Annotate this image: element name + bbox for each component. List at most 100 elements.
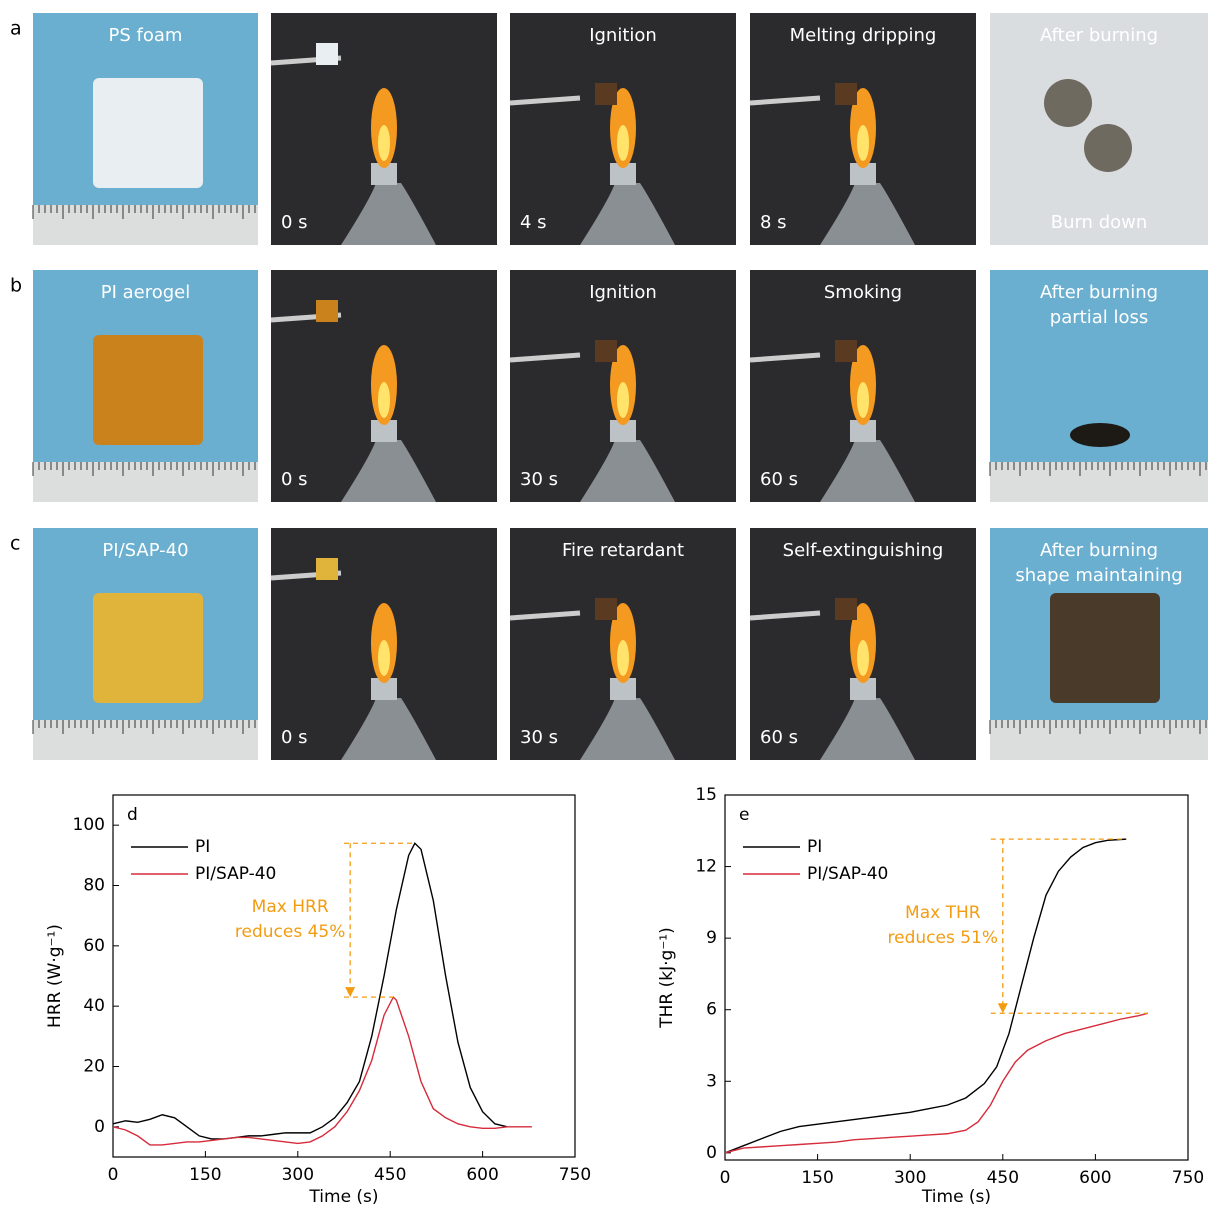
specimen: [93, 78, 203, 188]
photo-label: After burning: [1040, 282, 1158, 303]
specimen: [316, 43, 338, 65]
photo-label: 8 s: [760, 212, 787, 233]
y-tick-label: 0: [706, 1143, 717, 1163]
x-tick-label: 600: [1079, 1168, 1111, 1188]
photo-label: Self-extinguishing: [783, 540, 944, 561]
photo-label: Ignition: [589, 282, 657, 303]
y-tick-label: 12: [695, 857, 717, 877]
photo-label: PS foam: [109, 25, 183, 46]
annotation: Max HRR: [252, 897, 329, 917]
data-line: [113, 843, 507, 1139]
y-tick-label: 9: [706, 928, 717, 948]
y-tick-label: 0: [94, 1117, 105, 1137]
photo-label: Melting dripping: [790, 25, 937, 46]
photo-label: After burning: [1040, 25, 1158, 46]
annotation: reduces 51%: [888, 928, 999, 948]
specimen: [835, 340, 857, 362]
y-axis-label: THR (kJ·g⁻¹): [657, 927, 677, 1029]
plot-frame: [725, 795, 1188, 1160]
x-tick-label: 300: [894, 1168, 926, 1188]
x-axis-label: Time (s): [308, 1187, 378, 1207]
specimen: [316, 300, 338, 322]
ruler: [33, 205, 258, 245]
annotation: Max THR: [905, 903, 981, 923]
photo-label: 60 s: [760, 727, 798, 748]
photo-label: After burning: [1040, 540, 1158, 561]
y-tick-label: 100: [73, 815, 105, 835]
data-line: [113, 997, 532, 1145]
y-tick-label: 80: [83, 876, 105, 896]
photo-label: 30 s: [520, 727, 558, 748]
photo-label: 0 s: [281, 212, 308, 233]
y-tick-label: 3: [706, 1071, 717, 1091]
y-axis-label: HRR (W·g⁻¹): [45, 924, 65, 1028]
residue: [1070, 423, 1130, 447]
photo-label: Ignition: [589, 25, 657, 46]
data-line: [725, 839, 1126, 1153]
x-tick-label: 750: [559, 1165, 591, 1185]
photo-label: 0 s: [281, 469, 308, 490]
specimen: [835, 83, 857, 105]
panel-letter: b: [10, 275, 22, 297]
ruler: [33, 462, 258, 502]
photo-label: Fire retardant: [562, 540, 684, 561]
flame-core: [617, 125, 629, 161]
specimen: [1050, 593, 1160, 703]
ruler: [990, 462, 1208, 502]
flame-core: [857, 382, 869, 418]
photo-label: Smoking: [824, 282, 902, 303]
specimen: [595, 598, 617, 620]
x-axis-label: Time (s): [921, 1187, 991, 1207]
y-tick-label: 6: [706, 1000, 717, 1020]
flame-core: [378, 382, 390, 418]
flame-core: [378, 640, 390, 676]
panel-letter: c: [10, 533, 20, 555]
flame-core: [617, 640, 629, 676]
specimen: [595, 340, 617, 362]
specimen: [595, 83, 617, 105]
panel-letter: d: [127, 805, 138, 825]
y-tick-label: 20: [83, 1057, 105, 1077]
ruler: [990, 720, 1208, 760]
specimen: [835, 598, 857, 620]
photo-label: Burn down: [1051, 212, 1148, 233]
x-tick-label: 150: [801, 1168, 833, 1188]
photo-label: 4 s: [520, 212, 547, 233]
arrow-head: [998, 1003, 1008, 1013]
photo-label: shape maintaining: [1015, 565, 1182, 586]
legend-label: PI/SAP-40: [807, 864, 888, 884]
data-line: [725, 1013, 1148, 1153]
specimen: [93, 335, 203, 445]
photo-label: PI aerogel: [101, 282, 191, 303]
x-tick-label: 300: [282, 1165, 314, 1185]
legend-label: PI: [195, 837, 210, 857]
legend-label: PI/SAP-40: [195, 864, 276, 884]
flame-core: [857, 640, 869, 676]
ruler: [33, 720, 258, 760]
arrow-head: [345, 987, 355, 997]
panel-letter: e: [739, 805, 749, 825]
flame-core: [857, 125, 869, 161]
y-tick-label: 15: [695, 785, 717, 805]
x-tick-label: 450: [374, 1165, 406, 1185]
figure: a PS foam 0 s Ignition 4 s Melting dripping 8 …: [0, 0, 1208, 1208]
x-tick-label: 0: [720, 1168, 731, 1188]
photo-label: 0 s: [281, 727, 308, 748]
flame-core: [617, 382, 629, 418]
photo-label: 30 s: [520, 469, 558, 490]
flame-core: [378, 125, 390, 161]
panel-letter: a: [10, 18, 22, 40]
y-tick-label: 40: [83, 996, 105, 1016]
x-tick-label: 0: [108, 1165, 119, 1185]
photo-label: 60 s: [760, 469, 798, 490]
legend-label: PI: [807, 837, 822, 857]
photo-label: PI/SAP-40: [102, 540, 188, 561]
plot-frame: [113, 795, 575, 1157]
specimen: [93, 593, 203, 703]
x-tick-label: 750: [1172, 1168, 1204, 1188]
annotation: reduces 45%: [235, 922, 346, 942]
x-tick-label: 150: [189, 1165, 221, 1185]
specimen: [316, 558, 338, 580]
photo-label: partial loss: [1050, 307, 1148, 328]
x-tick-label: 600: [466, 1165, 498, 1185]
